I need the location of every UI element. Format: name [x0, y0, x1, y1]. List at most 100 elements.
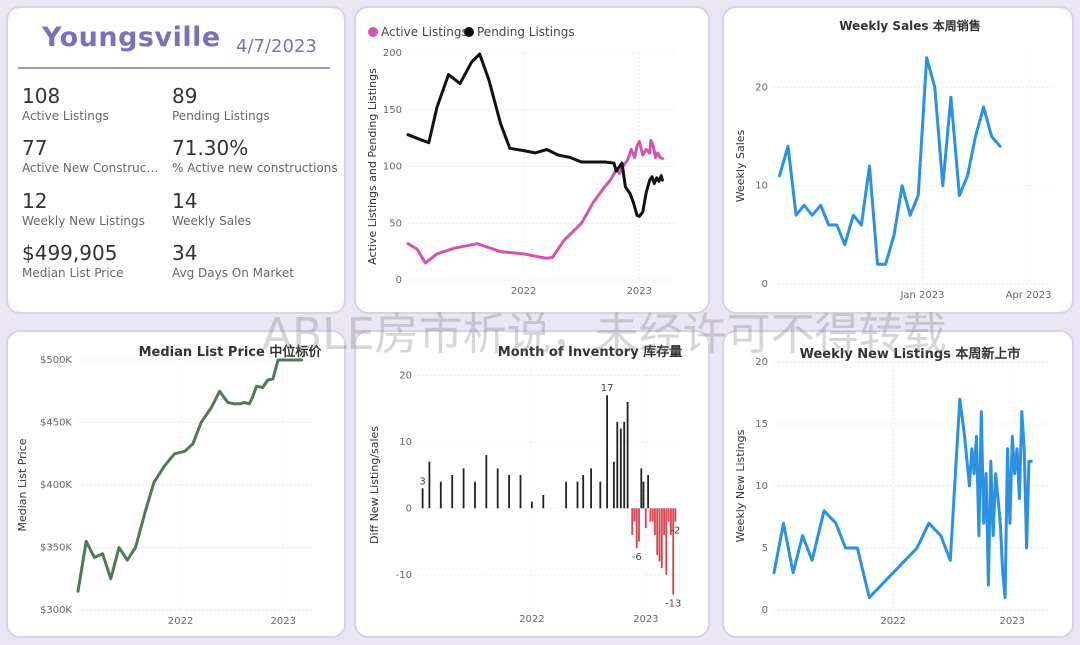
- y-tick-label: $350K: [40, 543, 72, 554]
- weekly-new-listings-chart: Weekly New Listings 本周新上市 0 5 10 15 20 2022 202…: [734, 346, 1048, 627]
- series-line-weekly-new-listings: [772, 397, 1033, 600]
- kpi-pending-listings: 89 Pending Listings: [172, 84, 327, 124]
- title-divider: [18, 67, 330, 69]
- bar-positive: [421, 488, 424, 509]
- bar-positive: [519, 475, 522, 509]
- weekly-sales-chart: Weekly Sales 本周销售 0 10 20 Jan 2023 Apr 2023 We…: [734, 18, 1054, 301]
- bar-positive: [619, 428, 622, 509]
- kpi-label: Pending Listings: [172, 109, 270, 123]
- bar-positive: [565, 481, 567, 509]
- median-price-card: Median List Price 中位标价 $300K $350K $400K $45…: [6, 330, 346, 638]
- y-tick-label: 50: [389, 218, 402, 229]
- bar-positive: [599, 481, 602, 509]
- x-tick-label: 2023: [1000, 616, 1025, 627]
- summary-card: Youngsville 4/7/2023 108 Active Listings…: [6, 6, 346, 314]
- series-line-pending-listings: [406, 52, 664, 218]
- bar-negative: [649, 508, 652, 522]
- y-tick-label: 0: [406, 503, 412, 514]
- kpi-label: Median List Price: [22, 266, 124, 280]
- bar-negative: [674, 508, 677, 522]
- city-title: Youngsville: [42, 22, 221, 53]
- kpi-value: 14: [172, 189, 198, 213]
- y-tick-label: 15: [755, 419, 768, 430]
- x-tick-label: Jan 2023: [899, 290, 944, 301]
- y-tick-label: 10: [755, 481, 768, 492]
- weekly-sales-card: Weekly Sales 本周销售 0 10 20 Jan 2023 Apr 2023 We…: [722, 6, 1074, 314]
- y-tick-label: 20: [755, 357, 768, 368]
- y-tick-label: $500K: [40, 355, 72, 366]
- month-of-inventory-chart: Month of Inventory 库存量 -10 0 10 20 2022 2023 Di…: [368, 344, 682, 625]
- bar-positive: [626, 401, 629, 509]
- x-tick-label: 2022: [168, 616, 193, 627]
- legend-marker: [368, 27, 378, 37]
- kpi-value: $499,905: [22, 241, 118, 265]
- kpi-weekly-new-listings: 12 Weekly New Listings: [22, 189, 177, 229]
- bar-positive: [542, 495, 545, 509]
- y-tick-label: 0: [762, 605, 768, 616]
- data-label: -2: [670, 526, 680, 537]
- bar-positive: [439, 481, 442, 509]
- y-tick-label: 5: [762, 543, 768, 554]
- bar-negative: [658, 508, 661, 562]
- bar-negative: [660, 508, 663, 569]
- kpi-value: 71.30%: [172, 136, 249, 160]
- bar-positive: [496, 468, 499, 509]
- kpi-pct-new-construction: 71.30% % Active new constructions: [172, 136, 342, 176]
- y-tick-label: $450K: [40, 418, 72, 429]
- bar-negative: [638, 508, 640, 542]
- chart-title: Weekly New Listings 本周新上市: [800, 346, 1021, 362]
- y-tick-label: 0: [396, 275, 402, 286]
- y-tick-label: 10: [755, 181, 768, 192]
- y-tick-label: 150: [383, 105, 402, 116]
- y-axis-label: Active Listings and Pending Listings: [366, 68, 379, 265]
- kpi-weekly-sales: 14 Weekly Sales: [172, 189, 327, 229]
- kpi-label: % Active new constructions: [172, 161, 338, 175]
- median-price-chart: Median List Price 中位标价 $300K $350K $400K $45…: [16, 344, 323, 627]
- x-tick-label: 2022: [880, 616, 905, 627]
- kpi-label: Active New Constructi...: [22, 161, 162, 175]
- x-tick-label: 2023: [627, 286, 652, 297]
- bar-positive: [531, 501, 533, 509]
- x-tick-label: 2023: [633, 614, 658, 625]
- bar-positive: [623, 421, 626, 509]
- kpi-value: 34: [172, 241, 198, 265]
- bar-positive: [451, 475, 454, 509]
- kpi-value: 77: [22, 136, 48, 160]
- bar-positive: [590, 468, 592, 509]
- data-label: -13: [665, 599, 681, 610]
- bar-positive: [485, 455, 488, 509]
- bar-negative: [644, 508, 647, 529]
- bar-negative: [656, 508, 659, 555]
- bar-positive: [428, 461, 431, 509]
- y-tick-label: 20: [399, 370, 412, 381]
- kpi-label: Weekly Sales: [172, 214, 252, 228]
- data-label: 3: [419, 476, 425, 487]
- y-tick-label: 20: [755, 82, 768, 93]
- x-tick-label: Apr 2023: [1006, 290, 1052, 301]
- bar-negative: [651, 508, 654, 522]
- bar-positive: [582, 475, 585, 509]
- chart-title: Median List Price 中位标价: [139, 344, 323, 360]
- listings-chart-card: 0 50 100 150 200 2022 2023 Active Listings and …: [354, 6, 710, 314]
- bar-negative: [654, 508, 656, 535]
- legend-label: Active Listings: [381, 25, 468, 39]
- kpi-active-listings: 108 Active Listings: [22, 84, 177, 124]
- series-line-weekly-sales: [778, 56, 1002, 266]
- listings-chart: 0 50 100 150 200 2022 2023 Active Listings and …: [366, 25, 674, 297]
- kpi-median-list-price: $499,905 Median List Price: [22, 241, 177, 281]
- kpi-label: Avg Days On Market: [172, 266, 294, 280]
- kpi-label: Weekly New Listings: [22, 214, 145, 228]
- bar-negative: [665, 508, 668, 575]
- bar-positive: [613, 461, 615, 509]
- kpi-active-new-construction: 77 Active New Constructi...: [22, 136, 162, 176]
- y-axis-label: Weekly Sales: [734, 129, 747, 202]
- bar-positive: [647, 475, 649, 509]
- y-axis-label: Weekly New Listings: [734, 429, 747, 542]
- x-tick-label: 2023: [270, 616, 295, 627]
- y-axis-label: Diff New Listing/sales: [368, 426, 381, 544]
- bar-positive: [462, 468, 465, 509]
- y-tick-label: -10: [396, 570, 412, 581]
- x-tick-label: 2022: [519, 614, 544, 625]
- bar-positive: [606, 395, 608, 509]
- legend-label: Pending Listings: [477, 25, 575, 39]
